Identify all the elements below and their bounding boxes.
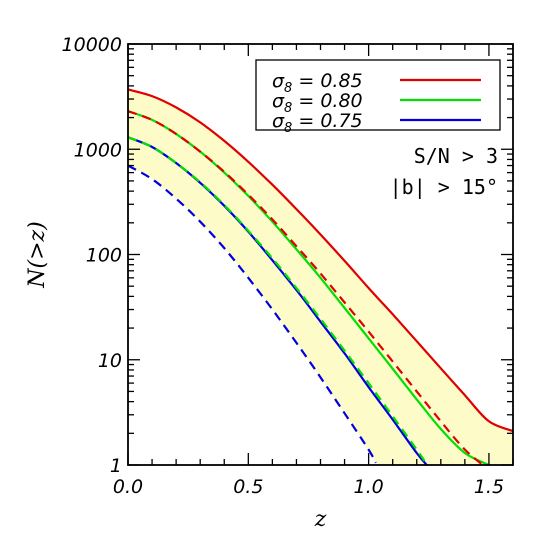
series-line-5-dashed <box>128 164 377 464</box>
y-axis-label: N(>z) <box>25 221 50 288</box>
x-tick-label: 0.0 <box>113 476 143 498</box>
y-tick-label: 1000 <box>74 139 122 161</box>
annotation-signal-to-noise: S/N > 3 <box>414 144 498 168</box>
series-layer <box>128 88 513 465</box>
x-axis-label: z <box>314 507 327 532</box>
x-tick-label: 1.5 <box>474 476 504 498</box>
series-line-0-solid <box>128 88 513 433</box>
series-line-3-dashed <box>128 110 485 465</box>
series-line-1-solid <box>128 110 492 465</box>
y-tick-label: 10000 <box>62 34 122 56</box>
legend-label: σ8 = 0.85 <box>272 70 363 96</box>
legend-label: σ8 = 0.80 <box>272 90 363 116</box>
x-tick-labels: 0.0 0.5 1.0 1.5 <box>113 476 504 498</box>
legend-entry-sigma8-0.75: σ8 = 0.75 <box>272 110 481 136</box>
legend-label: σ8 = 0.75 <box>272 110 363 136</box>
x-tick-label: 0.5 <box>233 476 263 498</box>
y-tick-label: 10 <box>98 350 122 372</box>
legend-entry-sigma8-0.85: σ8 = 0.85 <box>272 70 481 96</box>
tick-layer <box>127 43 514 466</box>
y-tick-label: 100 <box>86 245 122 267</box>
series-line-2-solid <box>128 136 429 465</box>
y-tick-labels: 1 10 100 1000 10000 <box>62 34 122 477</box>
y-tick-label: 1 <box>110 455 122 477</box>
legend-entry-sigma8-0.80: σ8 = 0.80 <box>272 90 481 116</box>
legend: σ8 = 0.85 σ8 = 0.80 σ8 = 0.75 <box>255 59 501 136</box>
x-tick-label: 1.0 <box>354 476 384 498</box>
annotation-galactic-latitude: |b| > 15° <box>390 175 498 199</box>
legend-box <box>255 59 501 131</box>
